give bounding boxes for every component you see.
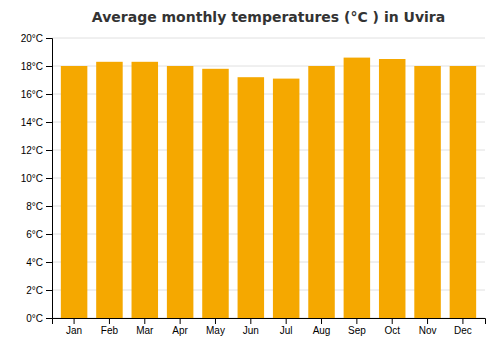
tick-mark [427, 318, 428, 324]
tick: 14°C [21, 117, 52, 128]
bar [450, 66, 477, 318]
bar [61, 66, 88, 318]
bar [238, 77, 265, 318]
grid-line [52, 38, 485, 39]
tick-mark [46, 122, 52, 123]
tick-mark [74, 318, 75, 324]
tick-label: Dec [454, 325, 472, 336]
tick-label: 12°C [21, 145, 43, 156]
tick-mark [46, 318, 52, 319]
bar [167, 66, 194, 318]
tick: Mar [136, 318, 154, 336]
tick-mark [180, 318, 181, 324]
tick: Dec [454, 318, 472, 336]
tick-label: Jun [243, 325, 259, 336]
tick-label: Jan [66, 325, 82, 336]
bar [344, 58, 371, 318]
tick-mark [392, 318, 393, 324]
tick-label: 4°C [26, 257, 43, 268]
plot: 0°C 2°C 4°C 6°C 8°C 10°C 12°C 14°C 16°C 18°C 20°C J… [21, 33, 486, 336]
bars [61, 58, 476, 318]
tick-mark [321, 318, 322, 324]
tick-label: Jul [280, 325, 293, 336]
tick-label: 6°C [26, 229, 43, 240]
tick: Apr [172, 318, 188, 336]
tick: Jun [243, 318, 259, 336]
tick: Oct [384, 318, 400, 336]
axis-line [46, 39, 53, 319]
bar [308, 66, 335, 318]
tick: 6°C [26, 229, 52, 240]
bar [96, 62, 123, 318]
tick-label: Mar [136, 325, 154, 336]
tick-mark [46, 206, 52, 207]
tick-label: 16°C [21, 89, 43, 100]
tick: 12°C [21, 145, 52, 156]
tick: 4°C [26, 257, 52, 268]
tick-mark [46, 150, 52, 151]
tick-mark [46, 290, 52, 291]
tick: Sep [348, 318, 366, 336]
bar [414, 66, 441, 318]
tick: May [206, 318, 225, 336]
tick-mark [250, 318, 251, 324]
tick-label: Apr [172, 325, 188, 336]
tick: 20°C [21, 33, 52, 44]
tick-mark [144, 318, 145, 324]
tick-label: 8°C [26, 201, 43, 212]
bar [379, 59, 406, 318]
y-axis: 0°C 2°C 4°C 6°C 8°C 10°C 12°C 14°C 16°C 18°C 20°C [21, 33, 53, 324]
tick-label: 0°C [26, 313, 43, 324]
axis-line [53, 319, 486, 325]
x-axis: Jan Feb Mar Apr May Jun Jul Aug Sep Oct Nov Dec [53, 318, 486, 336]
tick-mark [215, 318, 216, 324]
tick: Jul [280, 318, 293, 336]
tick: 18°C [21, 61, 52, 72]
tick-label: Sep [348, 325, 366, 336]
tick-mark [46, 38, 52, 39]
tick-label: 14°C [21, 117, 43, 128]
tick: Feb [101, 318, 119, 336]
tick: 16°C [21, 89, 52, 100]
tick: 2°C [26, 285, 52, 296]
tick: Nov [419, 318, 437, 336]
tick: Aug [313, 318, 331, 336]
tick-mark [46, 94, 52, 95]
title: Average monthly temperatures (°C ) in Uv… [92, 9, 445, 25]
bar [202, 69, 229, 318]
tick-mark [462, 318, 463, 324]
bar [132, 62, 159, 318]
tick-mark [46, 66, 52, 67]
tick: 10°C [21, 173, 52, 184]
tick-label: Oct [384, 325, 400, 336]
tick-label: 10°C [21, 173, 43, 184]
tick-label: Feb [101, 325, 119, 336]
tick-mark [46, 178, 52, 179]
tick-label: 18°C [21, 61, 43, 72]
tick: 8°C [26, 201, 52, 212]
tick-mark [286, 318, 287, 324]
tick-mark [46, 262, 52, 263]
tick: 0°C [26, 313, 52, 324]
tick-mark [109, 318, 110, 324]
tick-label: Aug [313, 325, 331, 336]
tick-label: 20°C [21, 33, 43, 44]
tick-mark [356, 318, 357, 324]
tick-label: Nov [419, 325, 437, 336]
grid [52, 38, 485, 318]
tick: Jan [66, 318, 82, 336]
tick-label: 2°C [26, 285, 43, 296]
bar [273, 79, 300, 318]
tick-label: May [206, 325, 225, 336]
chart: 0°C 2°C 4°C 6°C 8°C 10°C 12°C 14°C 16°C 18°C 20°C J… [0, 0, 500, 350]
tick-mark [46, 234, 52, 235]
